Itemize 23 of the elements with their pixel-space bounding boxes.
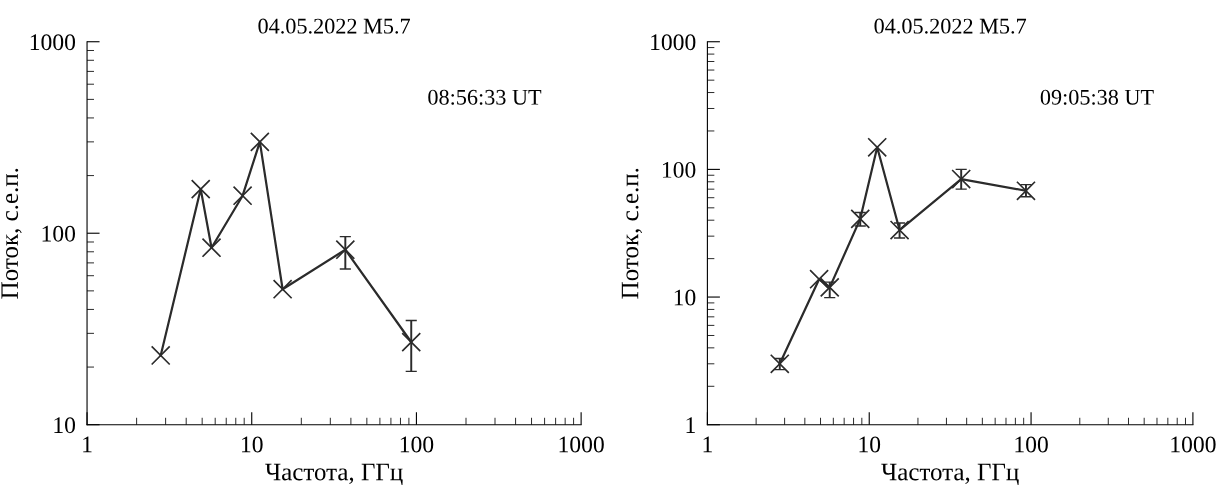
x-tick-label: 100 — [400, 436, 434, 453]
x-tick-label: 1000 — [1171, 436, 1216, 453]
annotation: 08:56:33 UT — [428, 89, 542, 105]
x-tick-label: 1000 — [559, 436, 604, 453]
x-axis-title: Частота, ГГц — [881, 463, 1019, 485]
chart-title: 04.05.2022 M5.7 — [258, 18, 410, 34]
y-tick-label: 100 — [662, 161, 696, 178]
x-tick-label: 1 — [83, 436, 92, 453]
x-axis-title: Частота, ГГц — [265, 463, 403, 485]
y-tick-label: 1 — [686, 417, 695, 433]
y-tick-label: 10 — [54, 417, 76, 434]
x-tick-label: 1 — [703, 436, 712, 453]
y-tick-label: 100 — [42, 225, 76, 242]
y-tick-label: 1000 — [651, 34, 696, 51]
chart-title: 04.05.2022 M5.7 — [874, 18, 1027, 34]
x-tick-label: 100 — [1015, 436, 1048, 453]
x-tick-label: 10 — [242, 436, 263, 453]
y-tick-label: 1000 — [30, 34, 76, 51]
x-tick-label: 10 — [859, 436, 881, 453]
y-axis-title: Поток, с.е.п. — [621, 168, 643, 299]
annotation: 09:05:38 UT — [1040, 89, 1154, 105]
y-axis-title: Поток, с.е.п. — [1, 168, 22, 299]
y-tick-label: 10 — [674, 289, 696, 306]
